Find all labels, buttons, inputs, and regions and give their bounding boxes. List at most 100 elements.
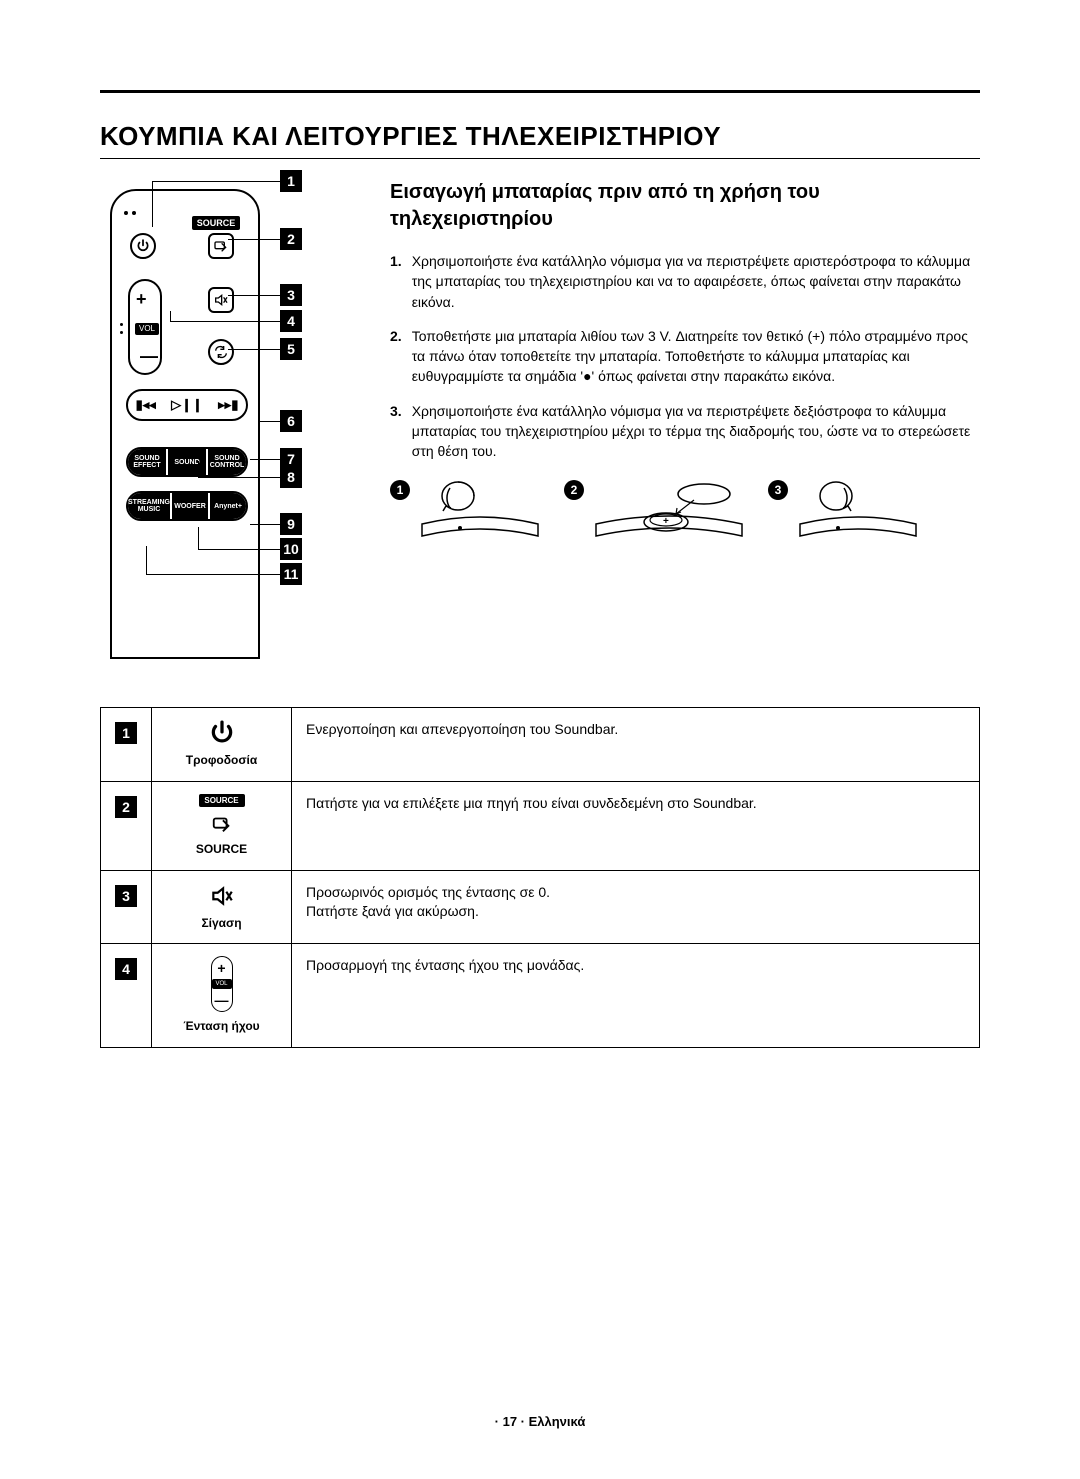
steps-list: 1.Χρησιμοποιήστε ένα κατάλληλο νόμισμα γ… — [390, 251, 980, 462]
icon-label: Τροφοδοσία — [186, 752, 258, 769]
mute-icon — [209, 883, 235, 909]
callout-label: 10 — [280, 538, 302, 560]
step-item: 3.Χρησιμοποιήστε ένα κατάλληλο νόμισμα γ… — [390, 401, 980, 462]
led-dot — [120, 331, 123, 334]
table-desc-cell: Ενεργοποίηση και απενεργοποίηση του Soun… — [292, 708, 980, 782]
button-description-table: 1 Τροφοδοσία Ενεργοποίηση και απενεργοποίη… — [100, 707, 980, 1048]
remote-body: SOURCE + VOL — ▮◂◂ ▷❙ — [110, 189, 260, 659]
sub-title: Εισαγωγή μπαταρίας πριν από τη χρήση του… — [390, 179, 980, 233]
row-number: 3 — [115, 885, 137, 907]
illustration-3: 3 — [768, 480, 918, 540]
volume-minus-icon: — — [140, 346, 158, 367]
volume-label: VOL — [135, 323, 159, 335]
page-footer: · 17 · Ελληνικά — [0, 1414, 1080, 1429]
table-row: 2 SOURCE SOURCE Πατήστε για να επιλέξετε μι… — [101, 781, 980, 870]
led-dot — [120, 323, 123, 326]
illus-num-1: 1 — [390, 480, 410, 500]
upper-region: SOURCE + VOL — ▮◂◂ ▷❙ — [100, 179, 980, 659]
step-text: Χρησιμοποιήστε ένα κατάλληλο νόμισμα για… — [412, 401, 980, 462]
woofer-segment: WOOFER — [170, 493, 208, 519]
step-item: 2.Τοποθετήστε μια μπαταρία λιθίου των 3 … — [390, 326, 980, 387]
table-icon-cell: Σίγαση — [152, 870, 292, 944]
table-num-cell: 4 — [101, 944, 152, 1048]
leader-line — [146, 546, 147, 574]
table-icon-cell: SOURCE SOURCE — [152, 781, 292, 870]
leader-line — [198, 527, 199, 549]
callout-label: 3 — [280, 284, 302, 306]
table-row: 3 Σίγαση Προσωρινός ορισμός της έντασης σε… — [101, 870, 980, 944]
instructions-column: Εισαγωγή μπαταρίας πριν από τη χρήση του… — [390, 179, 980, 540]
leader-line — [258, 421, 280, 422]
callout-label: 2 — [280, 228, 302, 250]
source-icon — [209, 813, 235, 835]
power-button-icon — [130, 233, 156, 259]
battery-insert-icon: + — [594, 480, 744, 540]
top-rule — [100, 90, 980, 93]
row-number: 4 — [115, 958, 137, 980]
table-desc-cell: Προσαρμογή της έντασης ήχου της μονάδας. — [292, 944, 980, 1048]
coin-close-icon — [798, 480, 918, 540]
table-desc-cell: Προσωρινός ορισμός της έντασης σε 0.Πατή… — [292, 870, 980, 944]
icon-label: Σίγαση — [201, 915, 241, 932]
leader-line — [250, 459, 280, 460]
step-text: Χρησιμοποιήστε ένα κατάλληλο νόμισμα για… — [412, 251, 980, 312]
leader-line — [198, 461, 199, 477]
leader-line — [198, 549, 280, 550]
callout-label: 6 — [280, 410, 302, 432]
anynet-segment: Anynet+ — [208, 493, 246, 519]
callout-label: 1 — [280, 170, 302, 192]
led-dot — [124, 211, 128, 215]
step-number: 1. — [390, 251, 402, 312]
leader-line — [198, 477, 280, 478]
step-number: 3. — [390, 401, 402, 462]
power-icon — [136, 239, 150, 253]
table-row: 1 Τροφοδοσία Ενεργοποίηση και απενεργοποίη… — [101, 708, 980, 782]
underline-rule — [100, 158, 980, 159]
sound-pill: SOUND EFFECT SOUND SOUND CONTROL — [126, 447, 248, 477]
leader-line — [170, 321, 280, 322]
table-num-cell: 2 — [101, 781, 152, 870]
step-number: 2. — [390, 326, 402, 387]
play-pause-icon: ▷❙❙ — [171, 397, 203, 413]
leader-line — [228, 295, 280, 296]
repeat-icon — [213, 344, 229, 360]
volume-rocker: + VOL — — [128, 279, 162, 375]
leader-line — [152, 181, 153, 227]
leader-line — [170, 311, 171, 321]
section-title: ΚΟΥΜΠΙΑ ΚΑΙ ΛΕΙΤΟΥΡΓΙΕΣ ΤΗΛΕΧΕΙΡΙΣΤΗΡΙΟΥ — [100, 121, 980, 152]
leader-line — [250, 524, 280, 525]
mute-icon — [213, 292, 229, 308]
power-icon — [209, 720, 235, 746]
leader-line — [228, 239, 280, 240]
illustration-2: 2 + — [564, 480, 744, 540]
table-desc-cell: Πατήστε για να επιλέξετε μια πηγή που εί… — [292, 781, 980, 870]
illus-num-2: 2 — [564, 480, 584, 500]
leader-line — [228, 349, 280, 350]
extra-pill: STREAMING MUSIC WOOFER Anynet+ — [126, 491, 248, 521]
illus-num-3: 3 — [768, 480, 788, 500]
table-row: 4 +VOL—Ένταση ήχουΠροσαρμογή της έντασης … — [101, 944, 980, 1048]
volume-plus-icon: + — [136, 289, 147, 310]
source-label-box: SOURCE — [199, 794, 245, 807]
source-button-icon — [208, 233, 234, 259]
illustration-row: 1 2 + — [390, 480, 980, 540]
sound-segment: SOUND — [166, 449, 206, 475]
mute-button-icon — [208, 287, 234, 313]
leader-line — [146, 574, 280, 575]
table-icon-cell: +VOL—Ένταση ήχου — [152, 944, 292, 1048]
sound-effect-segment: SOUND EFFECT — [128, 449, 166, 475]
icon-label: SOURCE — [196, 841, 247, 858]
remote-diagram: SOURCE + VOL — ▮◂◂ ▷❙ — [100, 179, 350, 659]
row-number: 2 — [115, 796, 137, 818]
illustration-1: 1 — [390, 480, 540, 540]
streaming-music-segment: STREAMING MUSIC — [128, 493, 170, 519]
prev-icon: ▮◂◂ — [136, 397, 156, 413]
row-number: 1 — [115, 722, 137, 744]
repeat-button-icon — [208, 339, 234, 365]
table-icon-cell: Τροφοδοσία — [152, 708, 292, 782]
svg-text:+: + — [663, 516, 669, 527]
callout-label: 4 — [280, 310, 302, 332]
coin-open-icon — [420, 480, 540, 540]
icon-label: Ένταση ήχου — [183, 1018, 259, 1035]
leader-line — [152, 181, 280, 182]
